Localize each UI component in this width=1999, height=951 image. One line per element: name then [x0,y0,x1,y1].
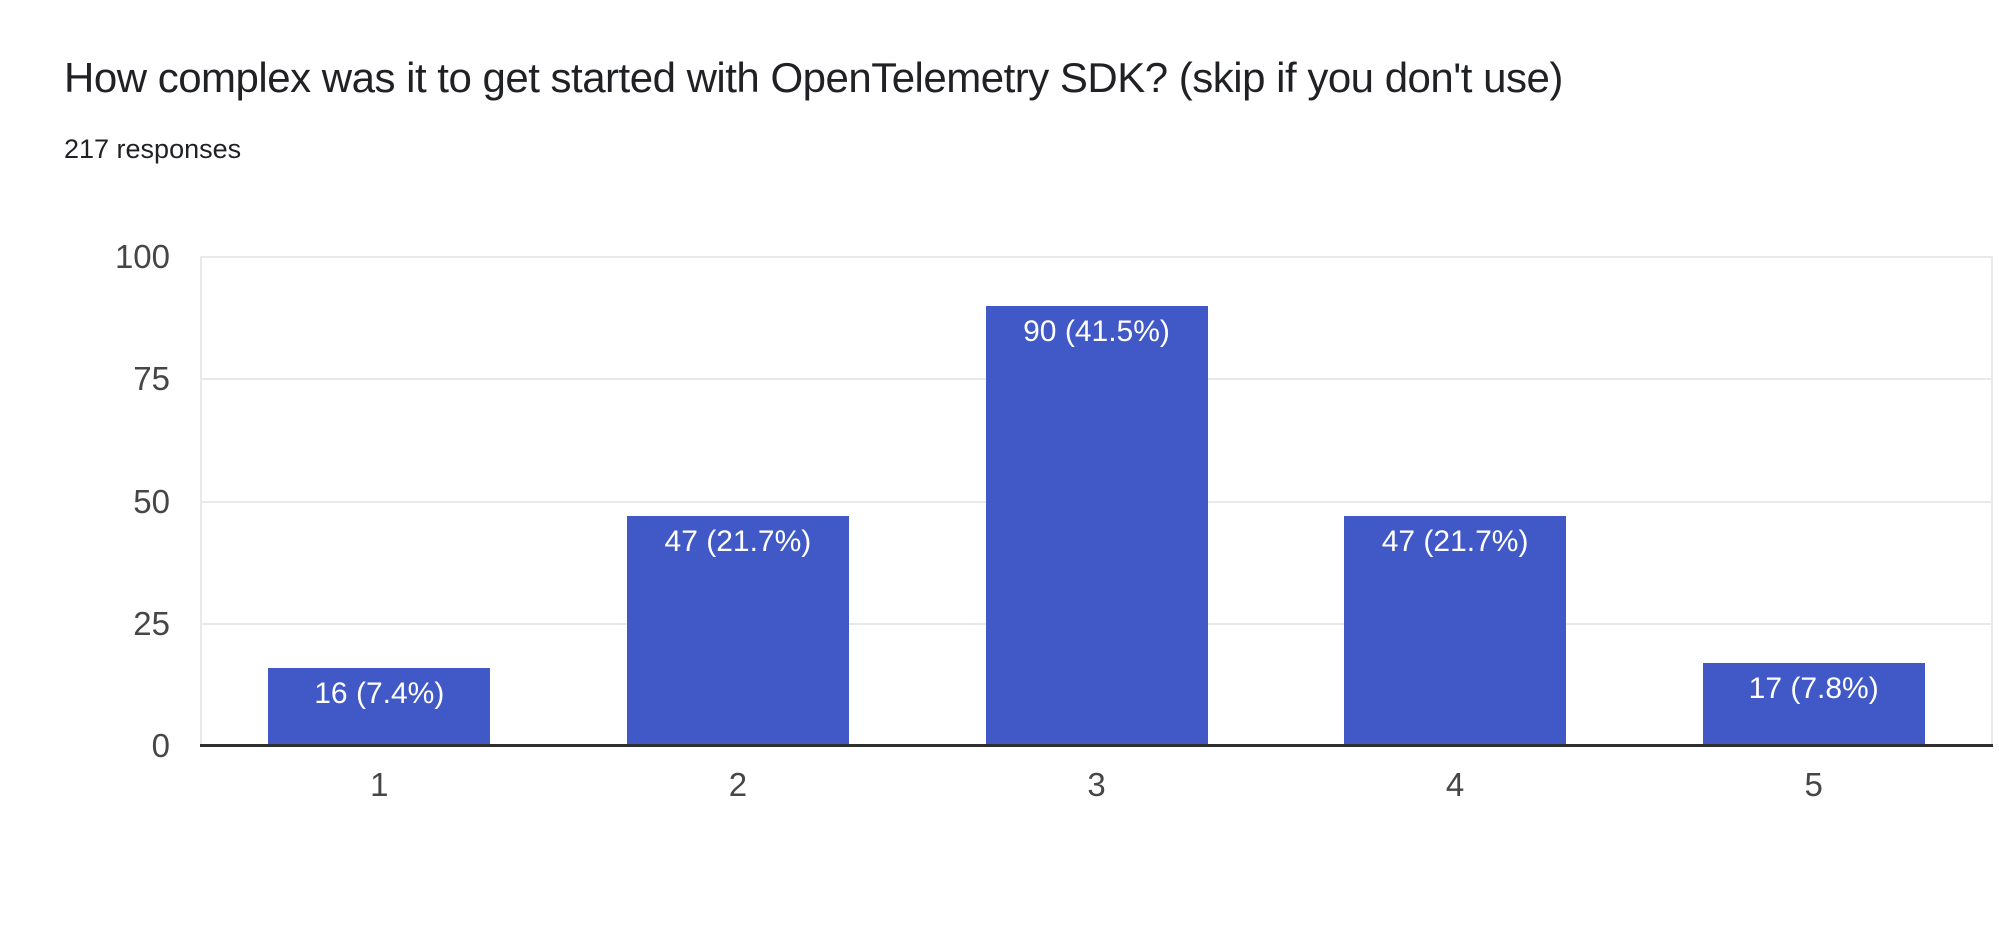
x-tick-label-3: 3 [1087,766,1106,803]
bar-2[interactable]: 47 (21.7%) [626,516,849,746]
question-title: How complex was it to get started with O… [64,54,1563,101]
y-axis: 0 25 50 75 100 [0,238,170,764]
x-tick-label-2: 2 [728,766,748,803]
y-tick-label-50: 50 [133,482,170,520]
x-tick-label-5: 5 [1804,766,1823,803]
plot-area: 16 (7.4%) 47 (21.7%) 90 (41.5%) 47 (21.7%) 1… [200,256,1993,747]
bar-value-label-3: 90 (41.5%) [1023,314,1170,348]
y-tick-label-0: 0 [151,727,170,764]
response-count: 217 responses [64,134,242,164]
bar-value-label-4: 47 (21.7%) [1381,525,1529,559]
x-tick-label-1: 1 [370,766,389,803]
bar-4[interactable]: 47 (21.7%) [1344,516,1567,746]
bar-3[interactable]: 90 (41.5%) [985,305,1208,746]
bar-value-label-5: 17 (7.8%) [1748,671,1879,705]
gridline-100 [200,256,1993,258]
bar-5[interactable]: 17 (7.8%) [1702,662,1925,746]
y-tick-label-75: 75 [133,360,170,398]
x-tick-label-4: 4 [1445,766,1465,803]
bar-value-label-2: 47 (21.7%) [664,525,812,559]
bar-1[interactable]: 16 (7.4%) [268,667,491,746]
x-axis-baseline [200,744,1993,747]
y-tick-label-100: 100 [114,238,170,275]
y-tick-label-25: 25 [133,604,170,642]
x-axis: 1 2 3 4 5 [200,766,1993,811]
bar-value-label-1: 16 (7.4%) [314,676,445,710]
